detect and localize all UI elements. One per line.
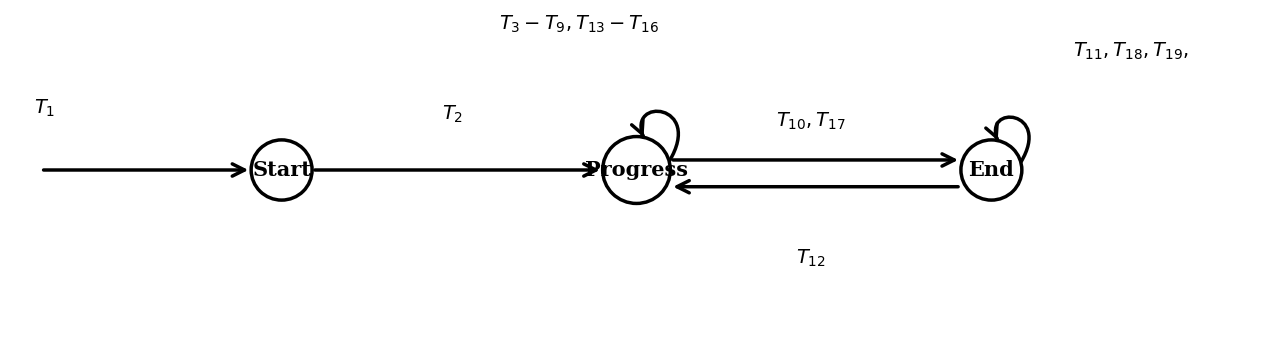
- Text: $T_1$: $T_1$: [34, 98, 56, 119]
- Text: $T_{12}$: $T_{12}$: [797, 248, 826, 269]
- Text: $T_{11}, T_{18}, T_{19},$: $T_{11}, T_{18}, T_{19},$: [1073, 40, 1189, 62]
- Text: $T_{10}, T_{17}$: $T_{10}, T_{17}$: [777, 111, 847, 132]
- Text: $T_2$: $T_2$: [442, 104, 463, 125]
- Text: $T_3 - T_9, T_{13} - T_{16}$: $T_3 - T_9, T_{13} - T_{16}$: [499, 14, 659, 35]
- Text: Start: Start: [252, 160, 311, 180]
- Ellipse shape: [251, 140, 312, 200]
- Ellipse shape: [602, 137, 671, 203]
- Text: End: End: [969, 160, 1015, 180]
- Text: Progress: Progress: [586, 160, 687, 180]
- Ellipse shape: [961, 140, 1022, 200]
